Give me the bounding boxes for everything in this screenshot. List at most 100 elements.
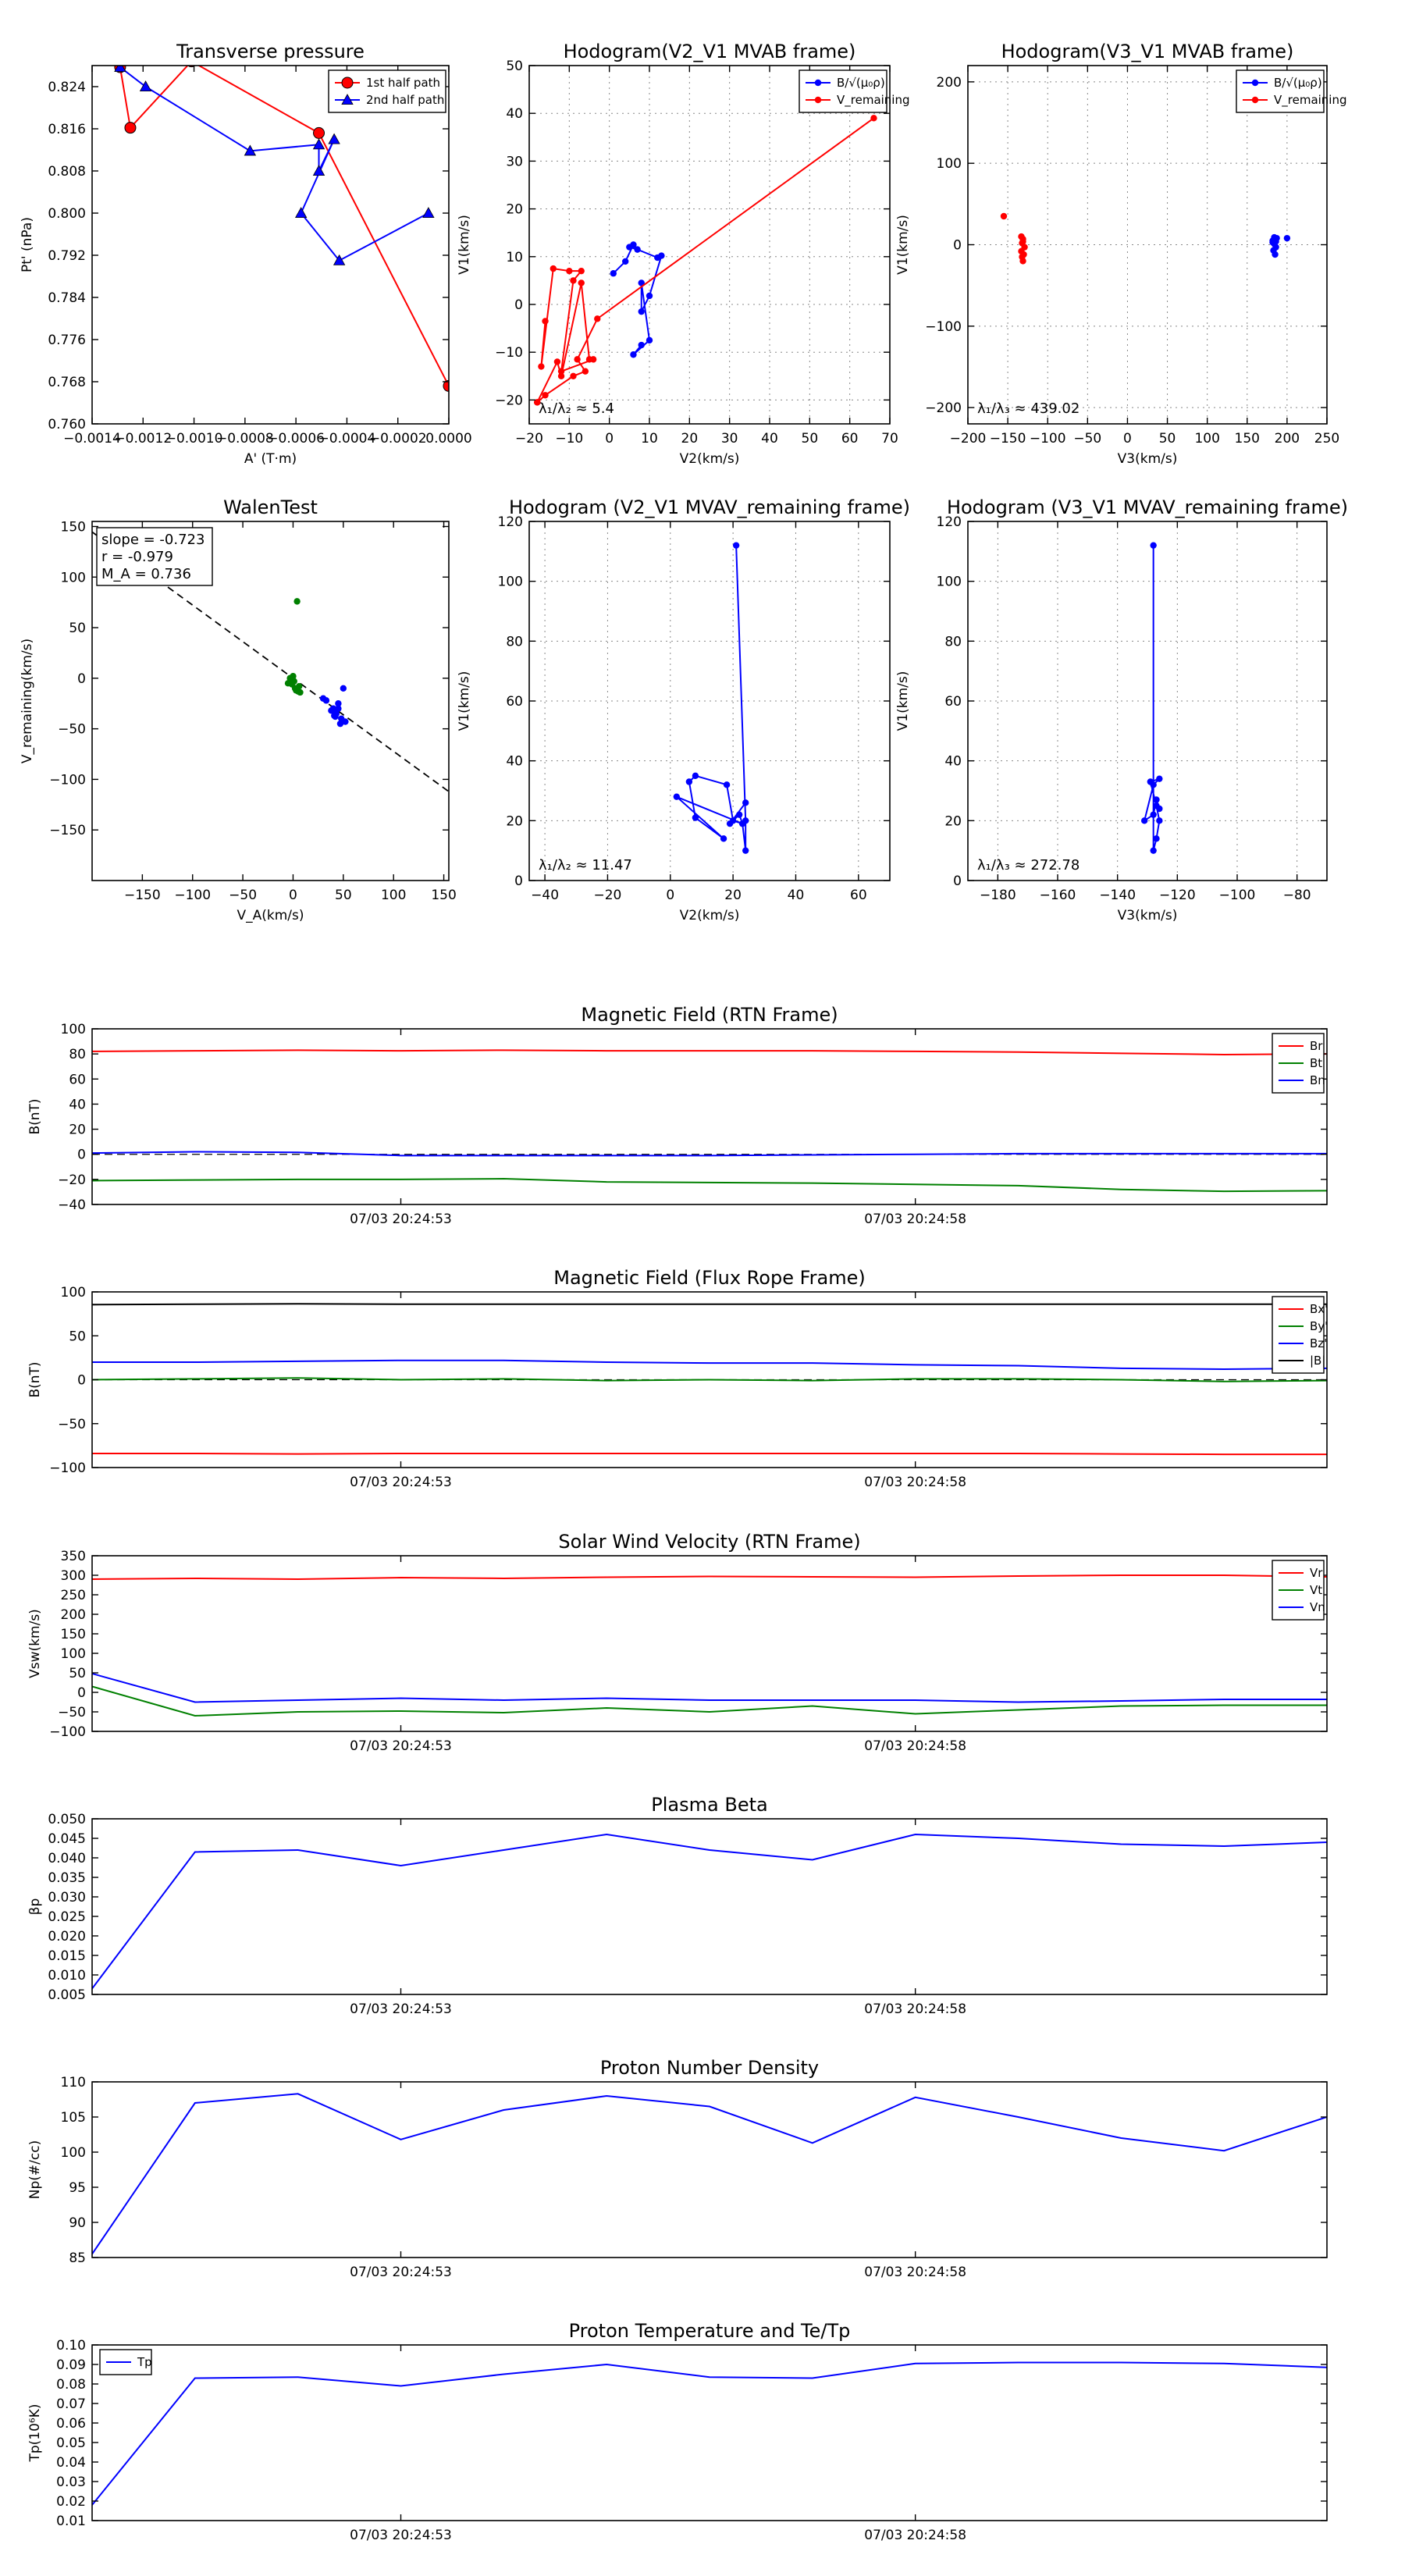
data-point bbox=[622, 258, 629, 265]
data-point bbox=[1156, 775, 1163, 782]
data-point bbox=[139, 80, 152, 91]
data-point bbox=[626, 244, 633, 251]
y-tick-label: 0.050 bbox=[48, 1812, 86, 1827]
y-tick-label: 10 bbox=[506, 250, 523, 265]
data-point bbox=[1269, 239, 1276, 246]
data-point bbox=[646, 336, 653, 344]
y-tick-label: 0.03 bbox=[56, 2475, 86, 2490]
y-tick-label: −50 bbox=[58, 722, 86, 738]
data-point bbox=[538, 363, 545, 370]
walen-stat-line: r = -0.979 bbox=[101, 549, 173, 565]
axes-frame bbox=[91, 1028, 1328, 1205]
data-point bbox=[720, 835, 727, 842]
x-tick-label: −0.0004 bbox=[318, 431, 376, 447]
legend-marker bbox=[341, 76, 354, 89]
x-tick-label: 07/03 20:24:58 bbox=[864, 2265, 966, 2280]
legend-frame bbox=[1236, 69, 1325, 113]
y-axis-label: βp bbox=[27, 1898, 43, 1916]
x-tick-label: −0.0012 bbox=[114, 431, 172, 447]
chart-walen-test: −150 −100 −50 0 50 100 150 −150 −100 −50 0 50 100 150… bbox=[20, 496, 457, 923]
chart-title: Hodogram(V3_V1 MVAB frame) bbox=[1001, 41, 1294, 62]
x-tick-label: 10 bbox=[641, 431, 658, 447]
legend-label: Bt bbox=[1310, 1056, 1322, 1070]
y-tick-label: 40 bbox=[944, 754, 962, 770]
y-tick-label: −20 bbox=[58, 1172, 86, 1188]
chart-hodogram-v3-v1-mvav: −180 −160 −140 −120 −100 −80 0 20 40 60 80 100 120Ho… bbox=[895, 496, 1348, 923]
y-tick-label: 0.768 bbox=[48, 375, 86, 390]
y-tick-label: 0 bbox=[514, 297, 523, 313]
x-axis-label: V_A(km/s) bbox=[237, 908, 304, 923]
legend-label: Vn bbox=[1310, 1600, 1325, 1614]
data-point bbox=[726, 820, 734, 827]
data-point bbox=[1156, 805, 1163, 813]
x-tick-label: −0.0002 bbox=[369, 431, 427, 447]
data-point bbox=[1153, 796, 1160, 803]
y-tick-label: 0.045 bbox=[48, 1831, 86, 1847]
x-tick-label: −0.0006 bbox=[267, 431, 325, 447]
legend: B/√(μ₀ρ) V_remaining bbox=[1236, 69, 1347, 113]
y-tick-label: 95 bbox=[69, 2180, 86, 2196]
data-point bbox=[293, 598, 301, 605]
x-axis-label: A' (T·m) bbox=[244, 451, 297, 467]
y-tick-label: −100 bbox=[49, 1461, 86, 1476]
data-point bbox=[742, 847, 749, 854]
series-line-0 bbox=[613, 242, 663, 356]
y-tick-label: −10 bbox=[495, 345, 523, 361]
data-point bbox=[638, 308, 645, 315]
x-tick-label: 100 bbox=[1194, 431, 1219, 447]
x-tick-label: 07/03 20:24:58 bbox=[864, 2001, 966, 2017]
data-point bbox=[638, 279, 645, 286]
y-axis-label: V1(km/s) bbox=[895, 215, 911, 275]
data-point bbox=[295, 683, 303, 690]
y-tick-label: 100 bbox=[937, 156, 962, 172]
y-tick-label: 150 bbox=[61, 519, 86, 535]
y-tick-label: 0.005 bbox=[48, 1987, 86, 2003]
plot-area bbox=[1140, 542, 1163, 854]
data-point bbox=[553, 358, 561, 365]
y-tick-label: 0.10 bbox=[56, 2338, 86, 2354]
chart-title: WalenTest bbox=[223, 496, 318, 518]
data-point bbox=[1153, 835, 1160, 842]
y-tick-label: 80 bbox=[944, 634, 962, 649]
x-tick-label: −50 bbox=[229, 888, 257, 903]
legend-label: B/√(μ₀ρ) bbox=[1274, 76, 1322, 90]
y-tick-label: 0.04 bbox=[56, 2455, 86, 2471]
legend-label: V_remaining bbox=[1274, 93, 1347, 108]
y-tick-label: 0.05 bbox=[56, 2435, 86, 2451]
chart-magnetic-field-flux-rope: 07/03 20:24:53 07/03 20:24:58 −100 −50 0 50 10… bbox=[27, 1267, 1328, 1490]
y-tick-label: 20 bbox=[69, 1123, 86, 1138]
data-point bbox=[610, 270, 617, 277]
x-tick-label: 40 bbox=[761, 431, 778, 447]
legend-marker bbox=[814, 96, 822, 104]
y-tick-label: 0 bbox=[77, 1685, 86, 1701]
chart-title: Plasma Beta bbox=[651, 1794, 767, 1816]
y-tick-label: −40 bbox=[58, 1197, 86, 1213]
axes-frame bbox=[528, 65, 891, 425]
eigenvalue-ratio-annotation: λ₁/λ₂ ≈ 5.4 bbox=[539, 400, 614, 417]
y-tick-label: 120 bbox=[498, 514, 523, 530]
chart-title: Hodogram (V2_V1 MVAV_remaining frame) bbox=[509, 496, 910, 518]
y-tick-label: 250 bbox=[61, 1588, 86, 1603]
data-point bbox=[333, 254, 346, 265]
y-tick-label: −150 bbox=[49, 823, 86, 838]
legend-label: Vr bbox=[1310, 1566, 1323, 1580]
y-tick-label: 350 bbox=[61, 1549, 86, 1564]
chart-title: Solar Wind Velocity (RTN Frame) bbox=[558, 1531, 860, 1553]
y-tick-label: 40 bbox=[506, 754, 523, 770]
chart-transverse-pressure: −0.0014−0.0012−0.0010−0.0008−0.0006−0.00… bbox=[20, 41, 472, 467]
y-tick-label: 30 bbox=[506, 154, 523, 169]
y-tick-label: 0.020 bbox=[48, 1929, 86, 1944]
y-axis-label: Vsw(km/s) bbox=[27, 1609, 43, 1678]
y-tick-label: −100 bbox=[49, 1724, 86, 1740]
y-tick-label: 100 bbox=[61, 1022, 86, 1037]
y-tick-label: 85 bbox=[69, 2250, 86, 2266]
series-line-1 bbox=[92, 1178, 1327, 1193]
walen-stat-line: slope = -0.723 bbox=[101, 532, 205, 548]
y-tick-label: 0 bbox=[77, 671, 86, 687]
x-tick-label: 70 bbox=[881, 431, 898, 447]
data-point bbox=[1150, 542, 1157, 549]
y-tick-label: 80 bbox=[69, 1047, 86, 1062]
axes-frame bbox=[91, 2081, 1328, 2258]
data-point bbox=[594, 315, 601, 322]
data-point bbox=[1150, 811, 1157, 818]
